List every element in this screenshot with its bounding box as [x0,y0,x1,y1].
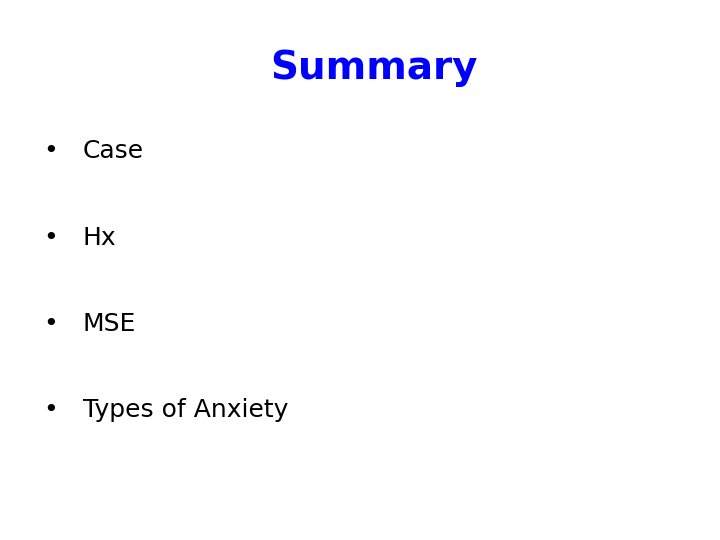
Text: Types of Anxiety: Types of Anxiety [83,399,288,422]
Text: •: • [43,312,58,336]
Text: Hx: Hx [83,226,117,249]
Text: •: • [43,399,58,422]
Text: Summary: Summary [271,49,478,86]
Text: •: • [43,226,58,249]
Text: Case: Case [83,139,144,163]
Text: MSE: MSE [83,312,136,336]
Text: •: • [43,139,58,163]
